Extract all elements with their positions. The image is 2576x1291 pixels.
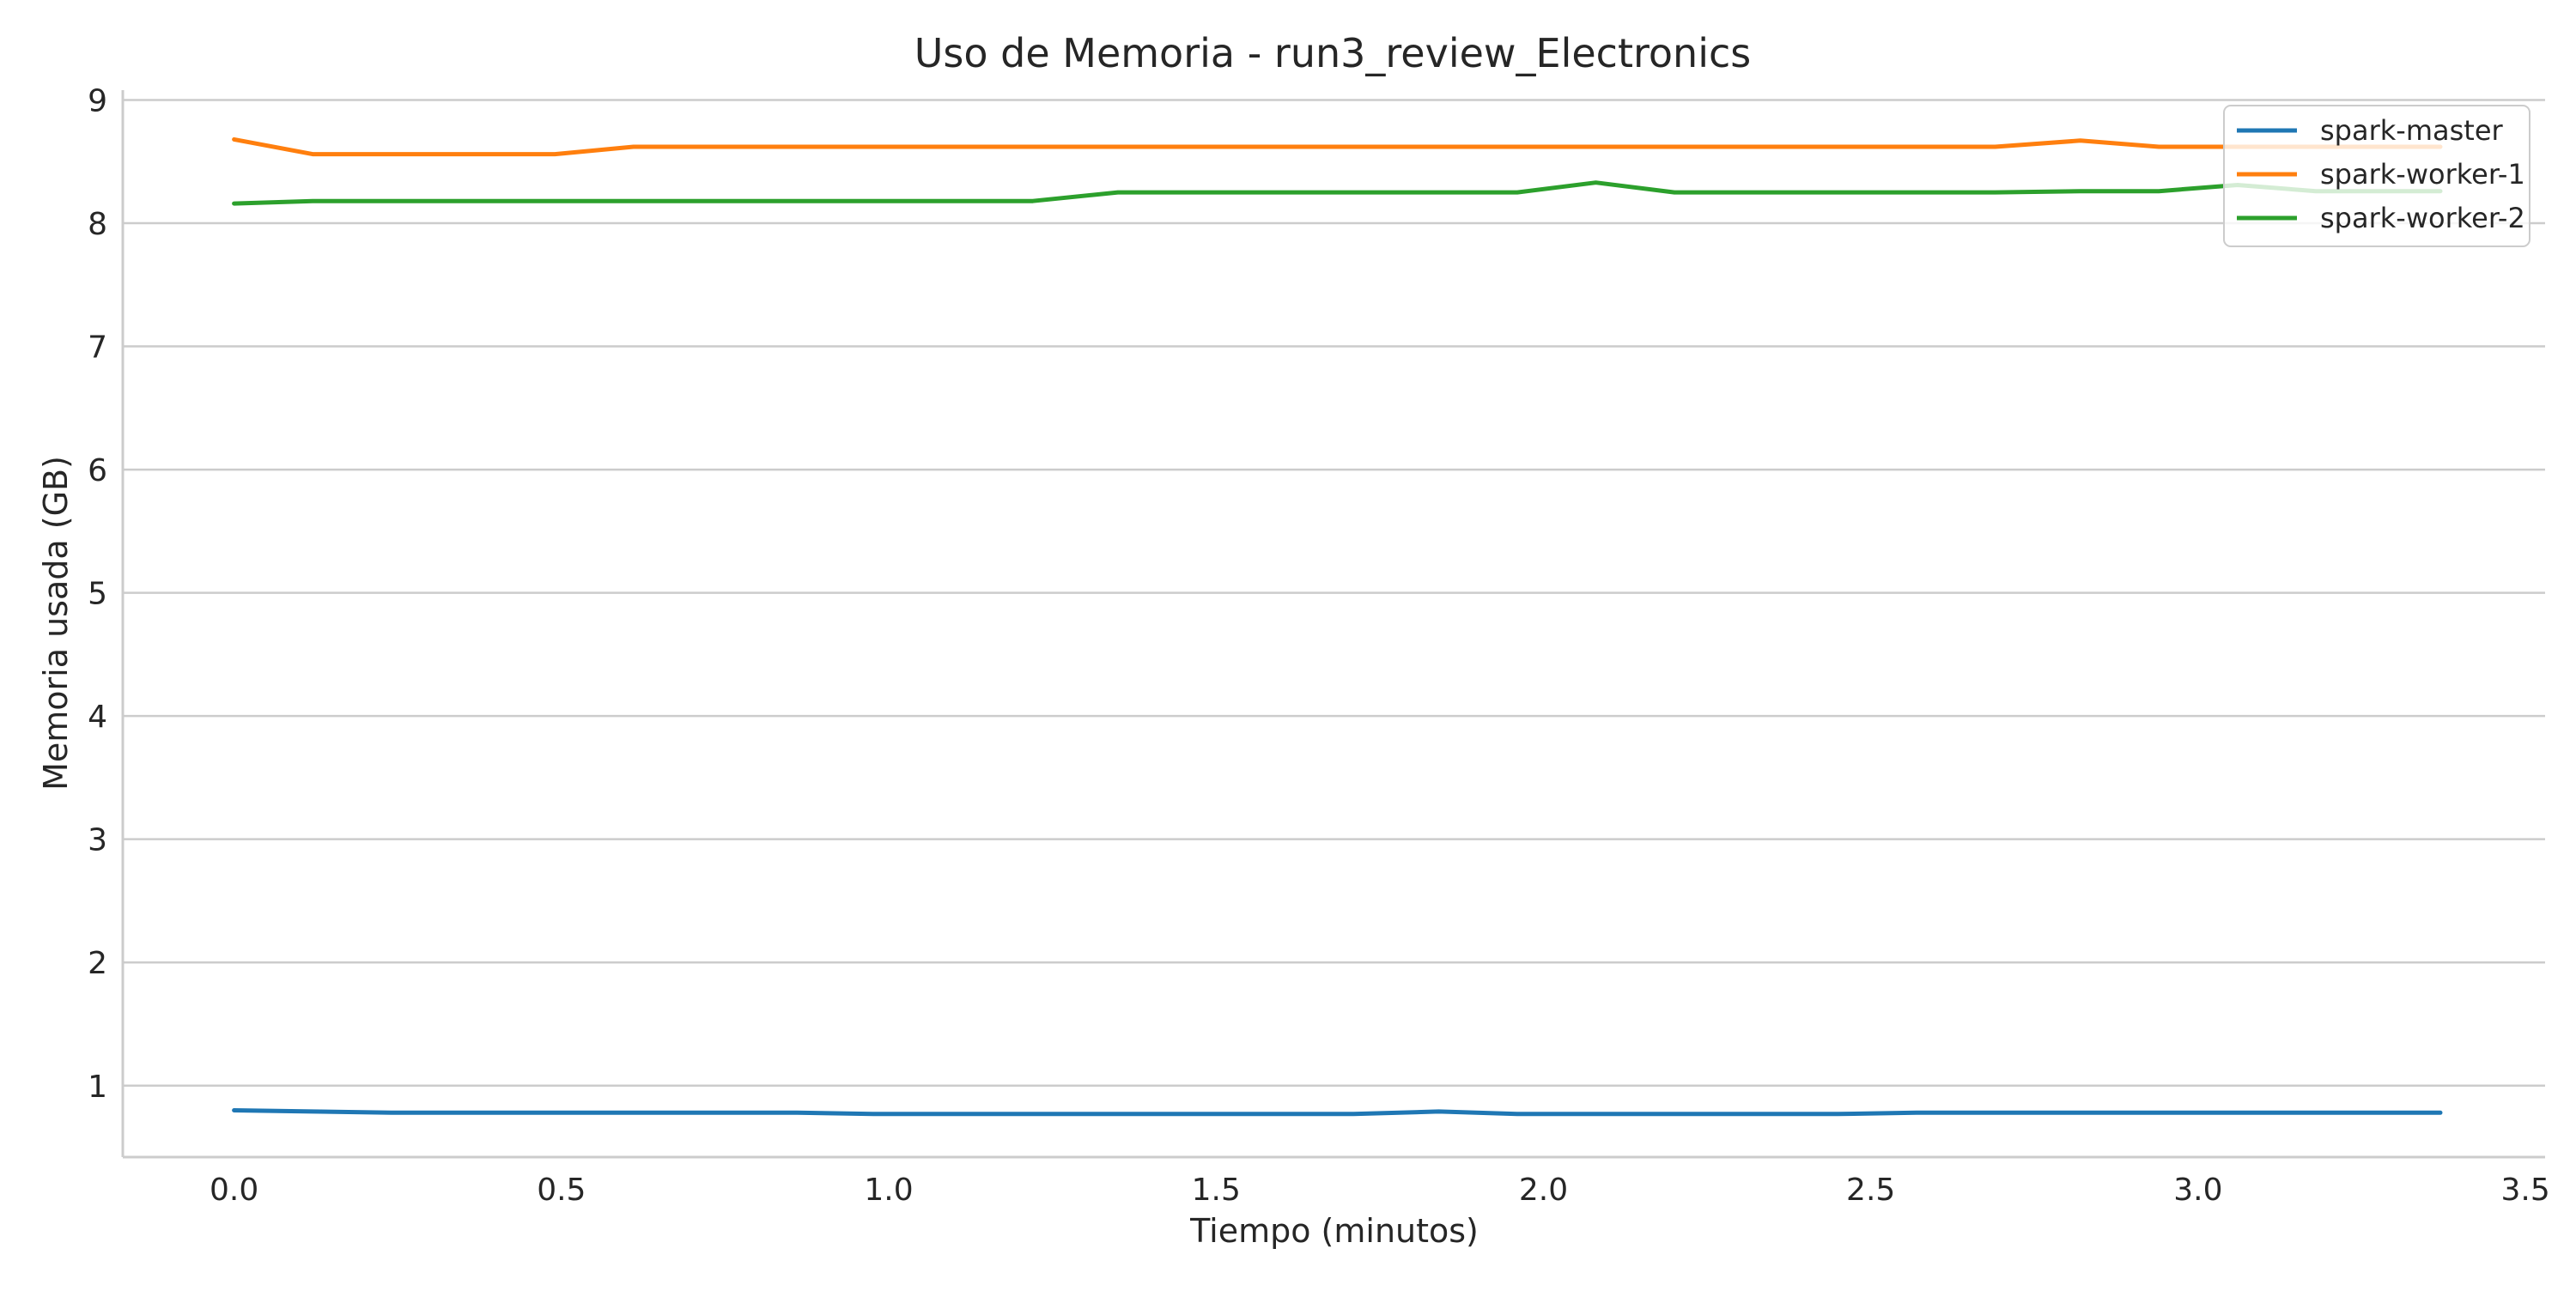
y-axis-label: Memoria usada (GB) bbox=[37, 456, 75, 791]
legend-label-spark-master: spark-master bbox=[2320, 114, 2504, 147]
y-tick-label: 5 bbox=[88, 577, 107, 612]
y-tick-label: 6 bbox=[88, 453, 107, 488]
y-tick-label: 1 bbox=[88, 1070, 107, 1105]
tick-labels: 1 2 3 4 5 6 7 8 9 0.0 0.5 1.0 1.5 2.0 2.5 3.0 3.5 bbox=[88, 83, 2550, 1208]
x-tick-label: 2.5 bbox=[1846, 1173, 1895, 1208]
x-tick-label: 0.5 bbox=[537, 1173, 586, 1208]
series-line-spark-master bbox=[232, 1108, 2443, 1117]
axes bbox=[121, 90, 2545, 1159]
y-tick-label: 4 bbox=[88, 700, 107, 735]
x-tick-label: 2.0 bbox=[1519, 1173, 1568, 1208]
legend: spark-master spark-worker-1 spark-worker-2 bbox=[2223, 105, 2530, 247]
y-tick-label: 7 bbox=[88, 330, 107, 366]
x-tick-label: 0.0 bbox=[210, 1173, 258, 1208]
series-line-spark-worker-2 bbox=[232, 180, 2443, 206]
y-tick-label: 8 bbox=[88, 207, 107, 242]
legend-label-spark-worker-1: spark-worker-1 bbox=[2320, 158, 2525, 191]
x-tick-label: 3.0 bbox=[2173, 1173, 2222, 1208]
legend-label-spark-worker-2: spark-worker-2 bbox=[2320, 202, 2525, 234]
gridlines bbox=[123, 99, 2545, 1088]
y-tick-label: 2 bbox=[88, 946, 107, 981]
x-tick-label: 1.5 bbox=[1192, 1173, 1241, 1208]
series-lines bbox=[232, 136, 2443, 1117]
y-tick-label: 3 bbox=[88, 823, 107, 858]
legend-box bbox=[2223, 105, 2530, 247]
series-line-spark-worker-1 bbox=[232, 136, 2443, 157]
y-tick-label: 9 bbox=[88, 83, 107, 118]
x-axis-label: Tiempo (minutos) bbox=[1189, 1212, 1479, 1250]
chart-title: Uso de Memoria - run3_review_Electronics bbox=[914, 30, 1752, 76]
x-tick-label: 3.5 bbox=[2500, 1173, 2549, 1208]
x-tick-label: 1.0 bbox=[864, 1173, 913, 1208]
